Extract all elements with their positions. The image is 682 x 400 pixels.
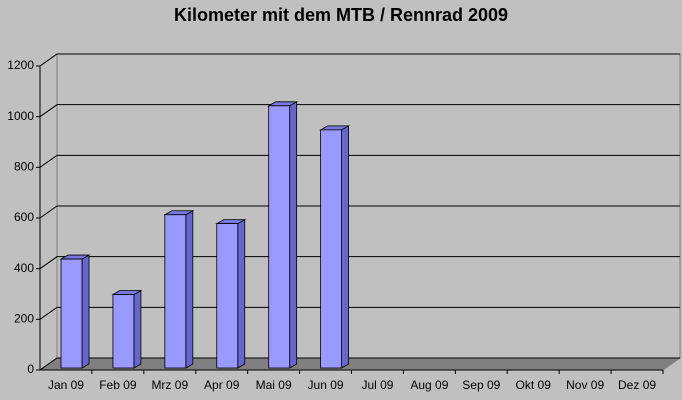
x-tick-label: Jul 09 — [361, 378, 393, 392]
x-tick-label: Jun 09 — [308, 378, 344, 392]
x-tick-label: Feb 09 — [99, 378, 137, 392]
y-tick-label: 200 — [14, 312, 34, 326]
x-tick-label: Jan 09 — [48, 378, 84, 392]
x-tick-label: Nov 09 — [566, 378, 604, 392]
y-tick-label: 1000 — [7, 109, 34, 123]
y-tick-label: 600 — [14, 210, 34, 224]
y-tick-label: 400 — [14, 261, 34, 275]
y-tick-label: 1200 — [7, 58, 34, 72]
bar-side — [81, 254, 90, 369]
x-tick-label: Aug 09 — [410, 378, 448, 392]
bar — [216, 223, 239, 369]
x-tick-label: Sep 09 — [462, 378, 500, 392]
grid-line — [39, 306, 680, 320]
x-tick-label: Mai 09 — [256, 378, 292, 392]
x-tick-label: Dez 09 — [618, 378, 656, 392]
bar-side — [237, 218, 246, 369]
grid-line — [39, 53, 680, 67]
bar — [164, 214, 187, 369]
bar-side — [341, 125, 349, 369]
y-tick-label: 0 — [27, 362, 34, 376]
bar — [320, 129, 342, 369]
bar-side — [289, 101, 298, 369]
grid-line — [39, 256, 680, 270]
bar-side — [185, 210, 194, 369]
x-tick-label: Okt 09 — [516, 378, 552, 392]
grid-line — [39, 357, 680, 371]
bar-side — [133, 289, 142, 369]
bar — [112, 294, 135, 369]
x-tick-label: Apr 09 — [204, 378, 240, 392]
grid-line — [39, 104, 680, 118]
grid-line — [39, 154, 680, 168]
y-tick-label: 800 — [14, 160, 34, 174]
x-tick-label: Mrz 09 — [151, 378, 188, 392]
grid-line — [39, 205, 680, 219]
bar — [268, 105, 291, 369]
chart-title: Kilometer mit dem MTB / Rennrad 2009 — [174, 5, 508, 25]
bar — [60, 258, 83, 369]
